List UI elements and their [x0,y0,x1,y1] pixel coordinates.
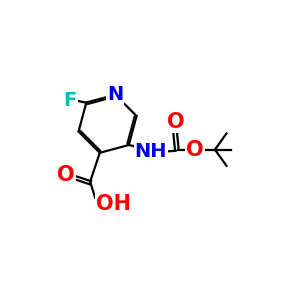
Text: O: O [58,165,75,185]
Text: NH: NH [134,142,167,161]
Text: O: O [187,140,204,160]
Text: F: F [64,91,77,110]
Text: N: N [107,85,123,104]
Text: O: O [167,112,184,132]
Text: OH: OH [96,194,131,214]
